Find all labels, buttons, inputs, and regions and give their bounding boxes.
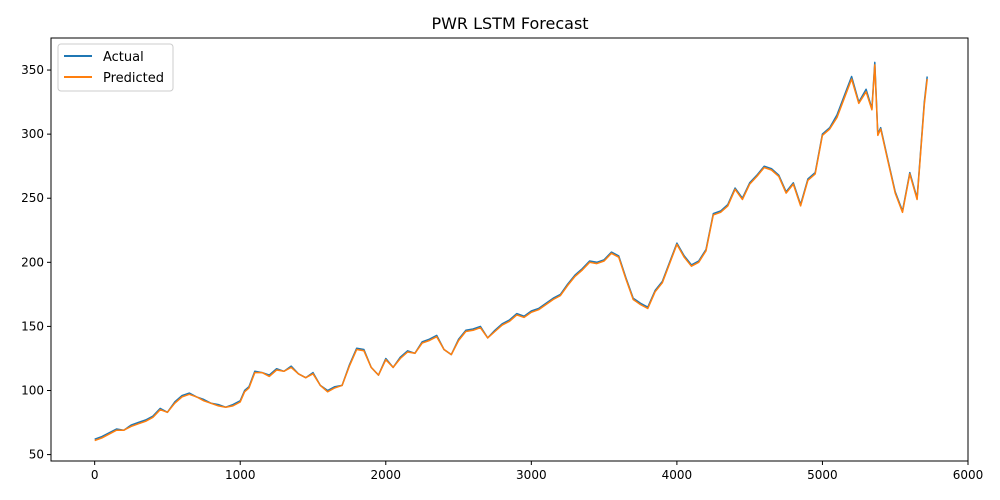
y-tick-label: 300 <box>21 127 44 141</box>
x-axis: 0 1000 2000 3000 4000 5000 6000 <box>91 461 983 482</box>
x-tick-label: 1000 <box>225 468 256 482</box>
x-tick-label: 5000 <box>807 468 838 482</box>
y-tick-label: 50 <box>29 448 44 462</box>
x-tick-label: 6000 <box>953 468 984 482</box>
y-axis: 50 100 150 200 250 300 350 <box>21 63 51 462</box>
y-tick-label: 100 <box>21 384 44 398</box>
series-line-predicted <box>94 64 928 442</box>
x-tick-label: 0 <box>91 468 99 482</box>
y-tick-label: 150 <box>21 319 44 333</box>
y-tick-label: 350 <box>21 63 44 77</box>
legend-label-predicted: Predicted <box>103 71 164 86</box>
x-tick-label: 3000 <box>516 468 547 482</box>
legend: Actual Predicted <box>57 43 174 92</box>
plot-frame <box>50 37 969 462</box>
legend-label-actual: Actual <box>103 50 144 65</box>
x-tick-label: 4000 <box>662 468 693 482</box>
x-tick-label: 2000 <box>371 468 402 482</box>
plot-area <box>94 61 928 442</box>
chart-title: PWR LSTM Forecast <box>431 14 588 33</box>
series-line-actual <box>94 61 928 440</box>
y-tick-label: 200 <box>21 255 44 269</box>
y-tick-label: 250 <box>21 191 44 205</box>
